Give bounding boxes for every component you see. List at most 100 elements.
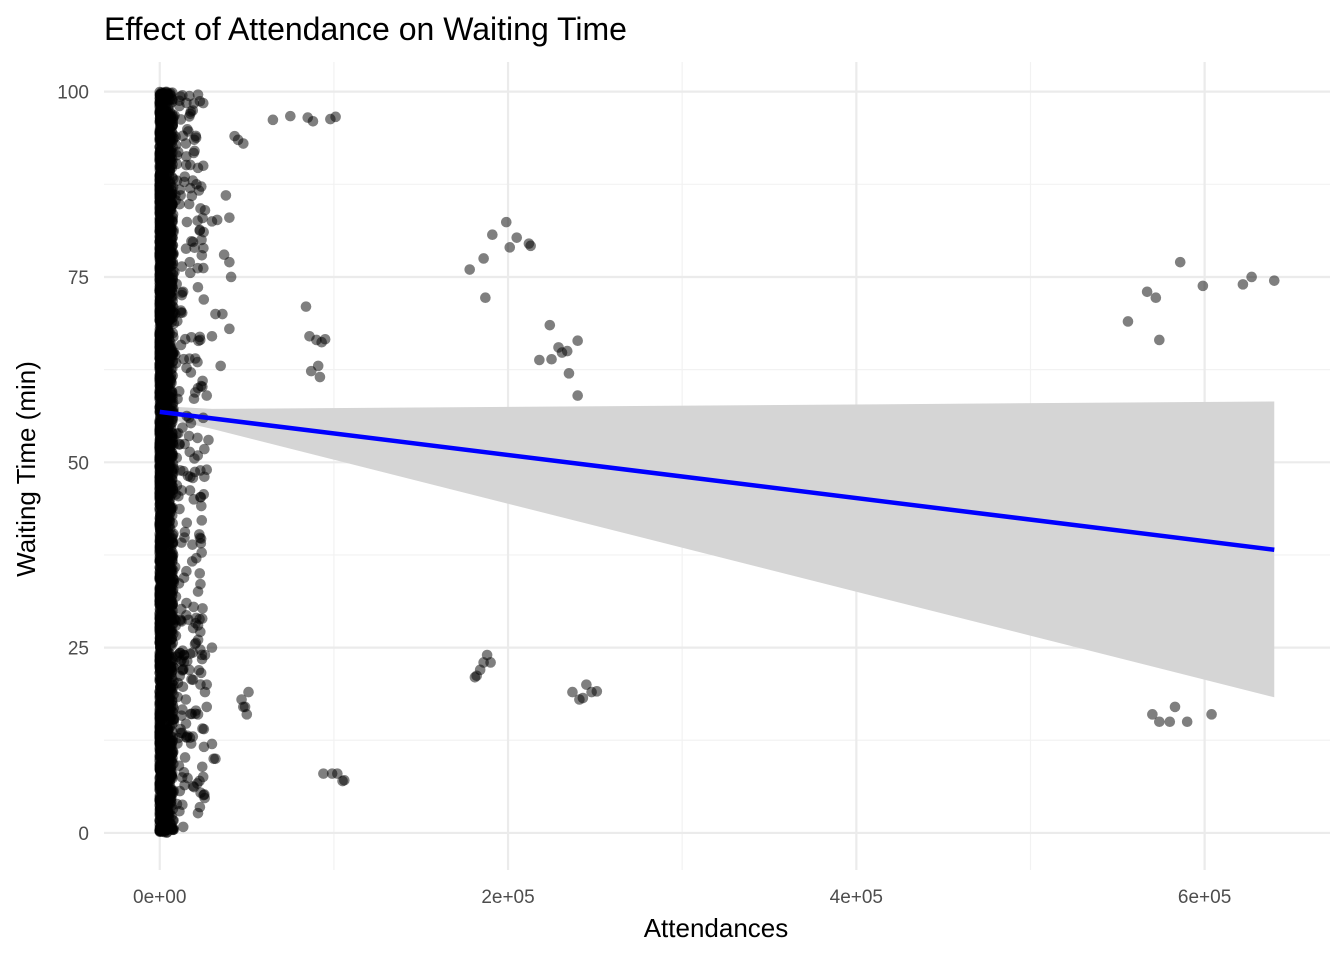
- dense-point-cluster: [154, 86, 211, 838]
- data-point: [201, 464, 213, 476]
- data-point: [179, 333, 191, 345]
- data-point: [174, 785, 186, 797]
- data-point: [164, 776, 176, 788]
- data-point: [177, 821, 189, 833]
- data-point: [485, 657, 496, 668]
- data-point: [199, 443, 210, 455]
- data-point: [197, 723, 208, 734]
- data-point: [1268, 275, 1280, 286]
- data-point: [162, 646, 174, 658]
- x-tick-label: 4e+05: [830, 887, 883, 908]
- data-point: [190, 552, 202, 564]
- data-point: [478, 253, 489, 264]
- data-point: [194, 801, 206, 813]
- data-point: [167, 256, 179, 268]
- data-point: [195, 667, 207, 679]
- data-point: [184, 90, 195, 102]
- data-point: [161, 577, 173, 588]
- data-point: [181, 216, 193, 228]
- data-point: [176, 289, 188, 301]
- confidence-band: [159, 401, 1275, 698]
- data-point: [187, 731, 199, 742]
- data-point: [239, 701, 251, 713]
- data-point: [225, 271, 237, 283]
- data-point: [163, 289, 174, 301]
- data-point: [162, 211, 173, 223]
- data-point: [1122, 316, 1134, 327]
- data-point: [174, 465, 186, 476]
- data-point: [163, 379, 174, 391]
- data-point: [184, 446, 196, 458]
- data-point: [161, 270, 173, 281]
- data-point: [188, 601, 199, 613]
- data-point: [161, 346, 173, 358]
- data-point: [178, 649, 190, 661]
- data-point: [169, 561, 181, 573]
- data-point: [1246, 271, 1257, 283]
- data-point: [192, 450, 204, 461]
- data-point: [544, 319, 556, 331]
- data-point: [1197, 280, 1209, 292]
- data-point: [163, 538, 175, 549]
- data-point: [173, 760, 185, 772]
- data-point: [183, 430, 195, 442]
- data-point: [165, 490, 176, 502]
- data-point: [567, 686, 578, 698]
- data-point: [187, 647, 199, 658]
- data-point: [184, 485, 196, 496]
- data-point: [154, 353, 166, 365]
- data-point: [155, 530, 167, 542]
- data-point: [172, 393, 183, 405]
- data-point: [319, 333, 331, 345]
- data-point: [184, 664, 195, 676]
- data-point: [267, 114, 279, 126]
- data-point: [572, 390, 583, 401]
- data-point: [546, 353, 557, 365]
- data-point: [224, 256, 235, 268]
- data-point: [199, 789, 210, 800]
- y-tick-label: 50: [68, 453, 89, 474]
- data-point: [167, 552, 178, 563]
- data-point: [1237, 279, 1249, 290]
- data-point: [572, 335, 583, 347]
- data-point: [1154, 716, 1165, 728]
- data-point: [166, 94, 178, 105]
- data-point: [194, 331, 206, 343]
- data-point: [157, 519, 168, 530]
- data-point: [192, 262, 203, 274]
- data-point: [192, 709, 204, 720]
- data-point: [1147, 709, 1158, 720]
- data-point: [1164, 716, 1176, 728]
- data-point: [174, 805, 185, 817]
- data-point: [175, 723, 186, 735]
- data-point: [161, 672, 173, 684]
- data-point: [161, 724, 173, 736]
- data-point: [161, 456, 173, 467]
- data-point: [194, 568, 206, 579]
- data-point: [210, 753, 221, 765]
- data-point: [192, 382, 204, 394]
- data-point: [162, 663, 173, 674]
- data-point: [206, 330, 218, 342]
- data-point: [154, 442, 166, 454]
- data-point: [166, 479, 177, 490]
- data-point: [314, 371, 326, 383]
- data-point: [1181, 716, 1193, 728]
- data-point: [154, 617, 166, 629]
- data-point: [155, 735, 167, 747]
- data-point: [1206, 709, 1217, 720]
- data-point: [211, 214, 223, 226]
- data-point: [504, 242, 516, 253]
- data-point: [187, 175, 199, 186]
- data-point: [534, 354, 545, 366]
- data-point: [164, 817, 176, 829]
- data-point: [581, 679, 592, 690]
- data-point: [162, 141, 173, 153]
- data-point: [179, 752, 191, 763]
- x-axis-title: Attendances: [644, 913, 789, 943]
- data-point: [161, 132, 173, 144]
- data-point: [161, 694, 173, 706]
- data-point: [332, 768, 343, 779]
- data-point: [172, 691, 183, 703]
- data-point: [203, 434, 214, 446]
